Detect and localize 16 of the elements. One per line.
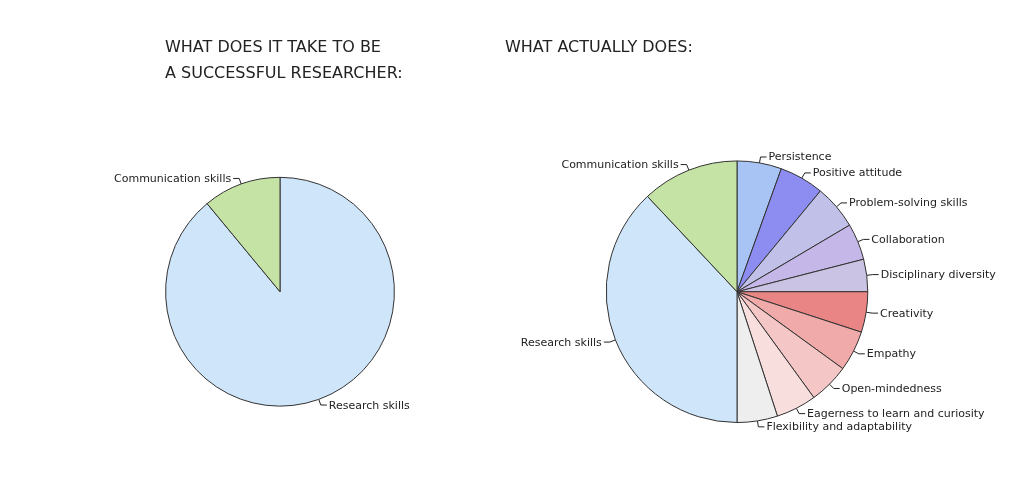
slice-label: Flexibility and adaptability <box>766 420 913 434</box>
slice-label: Problem-solving skills <box>849 196 968 210</box>
slice-label: Eagerness to learn and curiosity <box>807 407 986 421</box>
slice-label: Communication skills <box>561 158 679 172</box>
chart-title: WHAT DOES IT TAKE TO BE A SUCCESSFUL RESEARCHER: <box>165 36 403 82</box>
slice-label: Positive attitude <box>812 166 903 180</box>
slice-label: Creativity <box>880 306 934 320</box>
slice-label: Research skills <box>328 398 411 412</box>
slice-label: Empathy <box>866 347 917 361</box>
slice-label: Disciplinary diversity <box>880 268 997 282</box>
chart-title: WHAT ACTUALLY DOES: <box>505 36 693 56</box>
slice-label: Communication skills <box>114 171 232 185</box>
slice-label: Persistence <box>768 150 832 164</box>
slice-label: Collaboration <box>871 232 945 246</box>
slice-label: Open-mindedness <box>841 381 943 395</box>
slice-label: Research skills <box>520 335 603 349</box>
